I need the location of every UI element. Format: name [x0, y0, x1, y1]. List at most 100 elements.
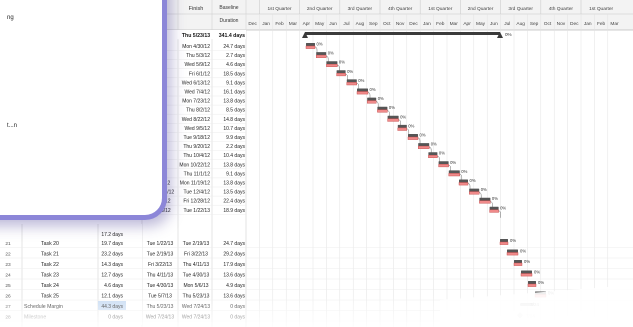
task-bar [428, 154, 438, 158]
task-finish: Mon 11/19/12 [180, 181, 210, 187]
task-baseline-duration: 24.7 days [223, 44, 245, 50]
timescale-quarter-label: 1st Quarter [428, 6, 452, 12]
task-finish: Tue 9/18/12 [183, 135, 210, 141]
timescale-month-label: Sep [530, 21, 539, 27]
timescale-month-label: Feb [597, 21, 606, 27]
task-baseline-duration: 13.5 days [223, 190, 245, 196]
task-bar-label: 0% [389, 105, 395, 110]
task-bar [499, 241, 509, 245]
task-finish: Thu 10/4/12 [183, 153, 210, 159]
task-bar [377, 109, 388, 113]
task-finish: Mon 4/30/12 [182, 44, 210, 50]
baseline-bar [428, 152, 438, 156]
baseline-bar [377, 106, 388, 110]
task-baseline-duration: 9.1 days [226, 80, 245, 86]
timescale-month-label: Jun [329, 21, 337, 27]
task-finish: Tue 12/4/12 [183, 190, 210, 196]
header-finish: Finish [189, 6, 204, 12]
row-id: 25 [5, 283, 11, 289]
row-id: 22 [5, 252, 11, 258]
timescale-month-label: Feb [436, 21, 445, 27]
baseline-bar [367, 97, 377, 101]
baseline-bar [336, 70, 346, 74]
baseline-bar [316, 52, 327, 56]
task-finish: Mon 10/22/12 [179, 162, 210, 168]
row-id: 23 [5, 262, 11, 268]
task-duration: 19.7 days [101, 241, 123, 247]
task-finish: Fri 3/22/13 [184, 252, 208, 258]
summary-bar-end-marker [497, 32, 503, 38]
popup-text-1: ng [7, 15, 14, 21]
timescale-month-label: Mar [289, 21, 298, 27]
task-start: Tue 2/19/13 [147, 252, 174, 258]
task-finish: Thu 11/1/12 [184, 171, 211, 177]
baseline-bar [469, 188, 480, 192]
task-bar-label: 0% [339, 60, 345, 65]
timescale-month-label: Dec [409, 21, 418, 27]
timescale-month-label: Dec [570, 21, 579, 27]
baseline-bar [357, 88, 368, 92]
task-finish: Thu 8/2/12 [186, 108, 210, 114]
dependency-link [479, 192, 482, 200]
task-bar-label: 0% [524, 259, 530, 264]
task-bar [346, 82, 357, 86]
task-start: Tue 1/22/13 [147, 241, 174, 247]
task-name: Task 23 [41, 273, 59, 279]
task-baseline-duration: 2.7 days [226, 53, 245, 59]
task-start: Tue 4/30/13 [147, 283, 174, 289]
dependency-link [437, 156, 440, 164]
task-baseline-duration: 24.7 days [223, 241, 245, 247]
task-baseline-duration: 18.5 days [223, 71, 245, 77]
timescale-quarter-label: 3rd Quarter [348, 6, 373, 12]
header-baseline-duration: Baseline [219, 5, 238, 11]
baseline-bar [448, 170, 460, 174]
task-baseline-duration: 14.8 days [223, 117, 245, 123]
task-bar-label: 0% [492, 196, 498, 201]
dependency-link [356, 83, 359, 91]
summary-row-bg [142, 30, 246, 40]
task-baseline-duration: 4.6 days [226, 62, 245, 68]
task-bar-label: 0% [400, 114, 406, 119]
task-finish: Mon 7/23/12 [182, 99, 210, 105]
summary-bar-start-marker [302, 32, 308, 38]
task-finish: Thu 4/11/13 [183, 262, 210, 268]
summary-duration: 341.4 days [219, 33, 245, 39]
timescale-month-label: Jan [423, 21, 431, 27]
task-bar-label: 0% [500, 205, 506, 210]
row-id: 24 [5, 273, 11, 279]
task-bar [489, 209, 499, 213]
task-bar [326, 63, 338, 67]
partial-row-duration: 17.2 days [101, 232, 123, 238]
baseline-bar [346, 79, 357, 83]
baseline-bar [479, 197, 491, 201]
summary-bar-label: 0% [505, 32, 512, 37]
dependency-link [459, 174, 462, 182]
task-bar [520, 273, 533, 277]
task-bar [479, 200, 491, 204]
task-bar-label: 0% [328, 51, 334, 56]
baseline-bar [438, 161, 449, 165]
timescale-month-label: Apr [463, 21, 471, 27]
baseline-bar [397, 124, 407, 128]
dependency-link [406, 128, 409, 136]
task-baseline-duration: 13.8 days [223, 99, 245, 105]
task-duration: 14.3 days [101, 262, 123, 268]
task-bar-label: 0% [538, 280, 544, 285]
task-bar-label: 0% [347, 69, 353, 74]
task-bar-label: 0% [520, 249, 526, 254]
dependency-link [448, 165, 451, 173]
baseline-bar [459, 179, 468, 183]
summary-bar [305, 32, 500, 35]
task-baseline-duration: 10.7 days [223, 126, 245, 132]
task-baseline-duration: 13.6 days [223, 273, 245, 279]
task-finish: Wed 9/5/12 [185, 126, 211, 132]
dependency-link [367, 92, 371, 100]
timescale-quarter-label: 2nd Quarter [468, 6, 494, 12]
task-baseline-duration: 9.9 days [226, 135, 245, 141]
task-bar-label: 0% [461, 169, 467, 174]
task-bar [418, 145, 430, 149]
task-bar [469, 191, 480, 195]
baseline-bar [521, 270, 532, 274]
baseline-bar [418, 143, 430, 147]
task-baseline-duration: 13.8 days [223, 181, 245, 187]
